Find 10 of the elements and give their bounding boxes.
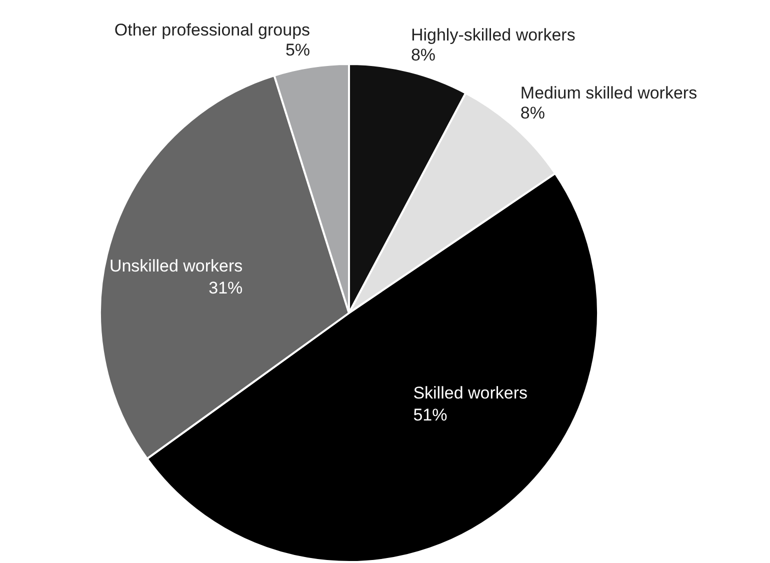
data-label: 5% [285, 40, 310, 60]
slice-label: Other professional groups [114, 20, 310, 40]
slice-label: Skilled workers [413, 384, 528, 403]
slice-label: Highly-skilled workers [410, 25, 576, 44]
data-label: 8% [410, 45, 436, 64]
data-label: 51% [413, 406, 448, 425]
slice-label: Unskilled workers [109, 256, 243, 276]
slice-label: Medium skilled workers [520, 83, 698, 102]
data-label: 31% [208, 278, 243, 298]
data-label: 8% [520, 103, 545, 122]
